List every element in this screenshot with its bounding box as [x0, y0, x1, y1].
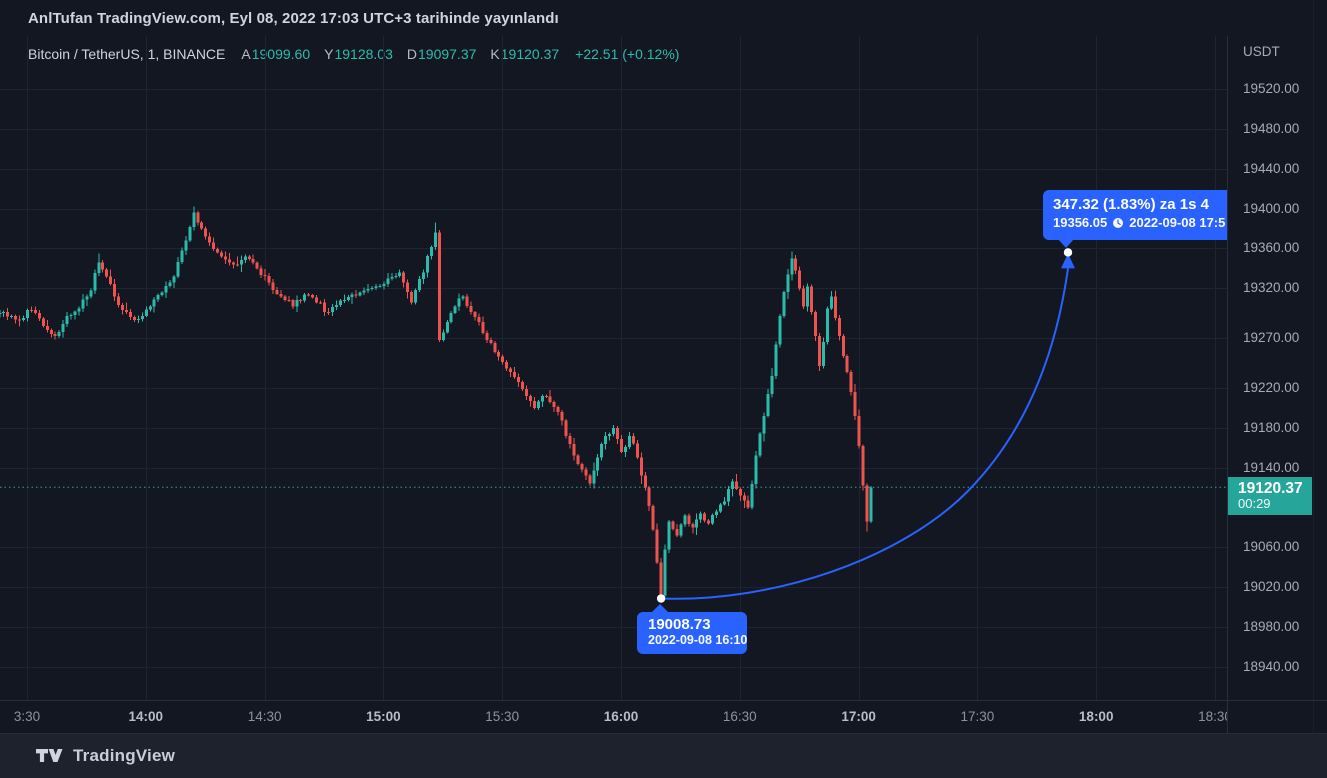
price-tick-label: 19520.00	[1243, 81, 1300, 96]
low-datetime-label: 2022-09-08 16:10	[648, 633, 748, 647]
time-axis-labels: 3:30 14:00 14:30 15:00 15:30 16:00 16:30 17:00 1…	[0, 701, 1227, 734]
prediction-target-price: 19356.05	[1053, 215, 1108, 230]
price-change: +22.51 (+0.12%)	[575, 46, 680, 62]
time-tick-label: 18:30	[1198, 709, 1227, 724]
prediction-arrow[interactable]	[656, 248, 1075, 603]
ohlc-high: Y 19128.03	[324, 46, 393, 62]
price-tick-label: 19480.00	[1243, 120, 1300, 136]
price-tick-label: 19360.00	[1243, 240, 1300, 256]
time-tick-label: 18:00	[1078, 709, 1114, 724]
tradingview-logo-icon[interactable]	[36, 748, 63, 764]
time-tick-label: 17:30	[960, 709, 995, 724]
time-axis[interactable]: 3:30 14:00 14:30 15:00 15:30 16:00 16:30 17:00 1…	[0, 700, 1327, 733]
time-tick-label: 15:30	[485, 709, 520, 724]
prediction-target-datetime: 2022-09-08 17:5	[1129, 215, 1226, 230]
bar-countdown: 00:29	[1238, 496, 1271, 512]
low-point-callout[interactable]: 19008.73 2022-09-08 16:10	[637, 612, 747, 654]
clock-icon	[1113, 217, 1124, 228]
ohlc-open: A 19099.60	[241, 46, 311, 62]
target-callout-pointer	[1058, 239, 1074, 248]
price-tick-label: 18980.00	[1243, 619, 1300, 635]
right-edge-line	[1313, 0, 1314, 733]
prediction-change-label: 347.32 (1.83%) za 1s 4	[1053, 196, 1209, 213]
footer-bar: TradingView	[0, 733, 1327, 778]
ohlc-close: K 19120.37	[490, 46, 560, 62]
time-tick-label: 17:00	[841, 709, 876, 724]
symbol-title[interactable]: Bitcoin / TetherUS, 1, BINANCE	[28, 46, 226, 62]
price-tick-label: 19400.00	[1243, 200, 1300, 216]
price-tick-label: 19220.00	[1243, 379, 1300, 395]
price-tick-label: 19320.00	[1243, 280, 1300, 296]
price-axis[interactable]: USDT 19520.00 19480.00 19440.00 19400.00 193…	[1227, 36, 1327, 733]
price-tick-label: 19270.00	[1243, 330, 1300, 346]
time-tick-label: 14:00	[128, 709, 164, 724]
low-callout-pointer	[651, 604, 669, 613]
price-tick-label: 19060.00	[1243, 539, 1300, 555]
low-price-label: 19008.73	[648, 616, 711, 633]
time-tick-label: 3:30	[13, 709, 41, 724]
chart-pane[interactable]	[0, 36, 1227, 700]
symbol-legend: Bitcoin / TetherUS, 1, BINANCE A 19099.60…	[28, 46, 679, 62]
price-tick-label: 19140.00	[1243, 459, 1300, 475]
candles-layer[interactable]	[0, 206, 873, 599]
time-tick-label: 14:30	[247, 709, 282, 724]
time-tick-label: 16:00	[603, 709, 639, 724]
ohlc-low: D 19097.37	[406, 46, 477, 62]
last-price-badge: 19120.37 00:29	[1228, 477, 1312, 515]
price-tick-label: 19180.00	[1243, 419, 1300, 435]
price-tick-label: 19440.00	[1243, 160, 1300, 176]
price-tick-label: 19020.00	[1243, 579, 1300, 595]
ohlc-values: A 19099.60 Y 19128.03 D 19097.37 K 19120.37	[241, 46, 559, 62]
last-price-value: 19120.37	[1238, 480, 1303, 497]
prediction-target-callout[interactable]: 347.32 (1.83%) za 1s 4 19356.05 2022-09-…	[1043, 190, 1227, 240]
published-info-line: AnlTufan TradingView.com, Eyl 08, 2022 1…	[28, 10, 559, 27]
time-tick-label: 15:00	[366, 709, 401, 724]
price-axis-currency: USDT	[1243, 44, 1280, 59]
time-tick-label: 16:30	[722, 709, 757, 724]
tradingview-brand-text[interactable]: TradingView	[73, 746, 176, 765]
grid-layer	[0, 36, 1227, 700]
candlestick-svg[interactable]	[0, 36, 1227, 700]
prediction-target-detail: 19356.05 2022-09-08 17:5	[1053, 215, 1227, 230]
price-tick-label: 18940.00	[1243, 659, 1300, 675]
